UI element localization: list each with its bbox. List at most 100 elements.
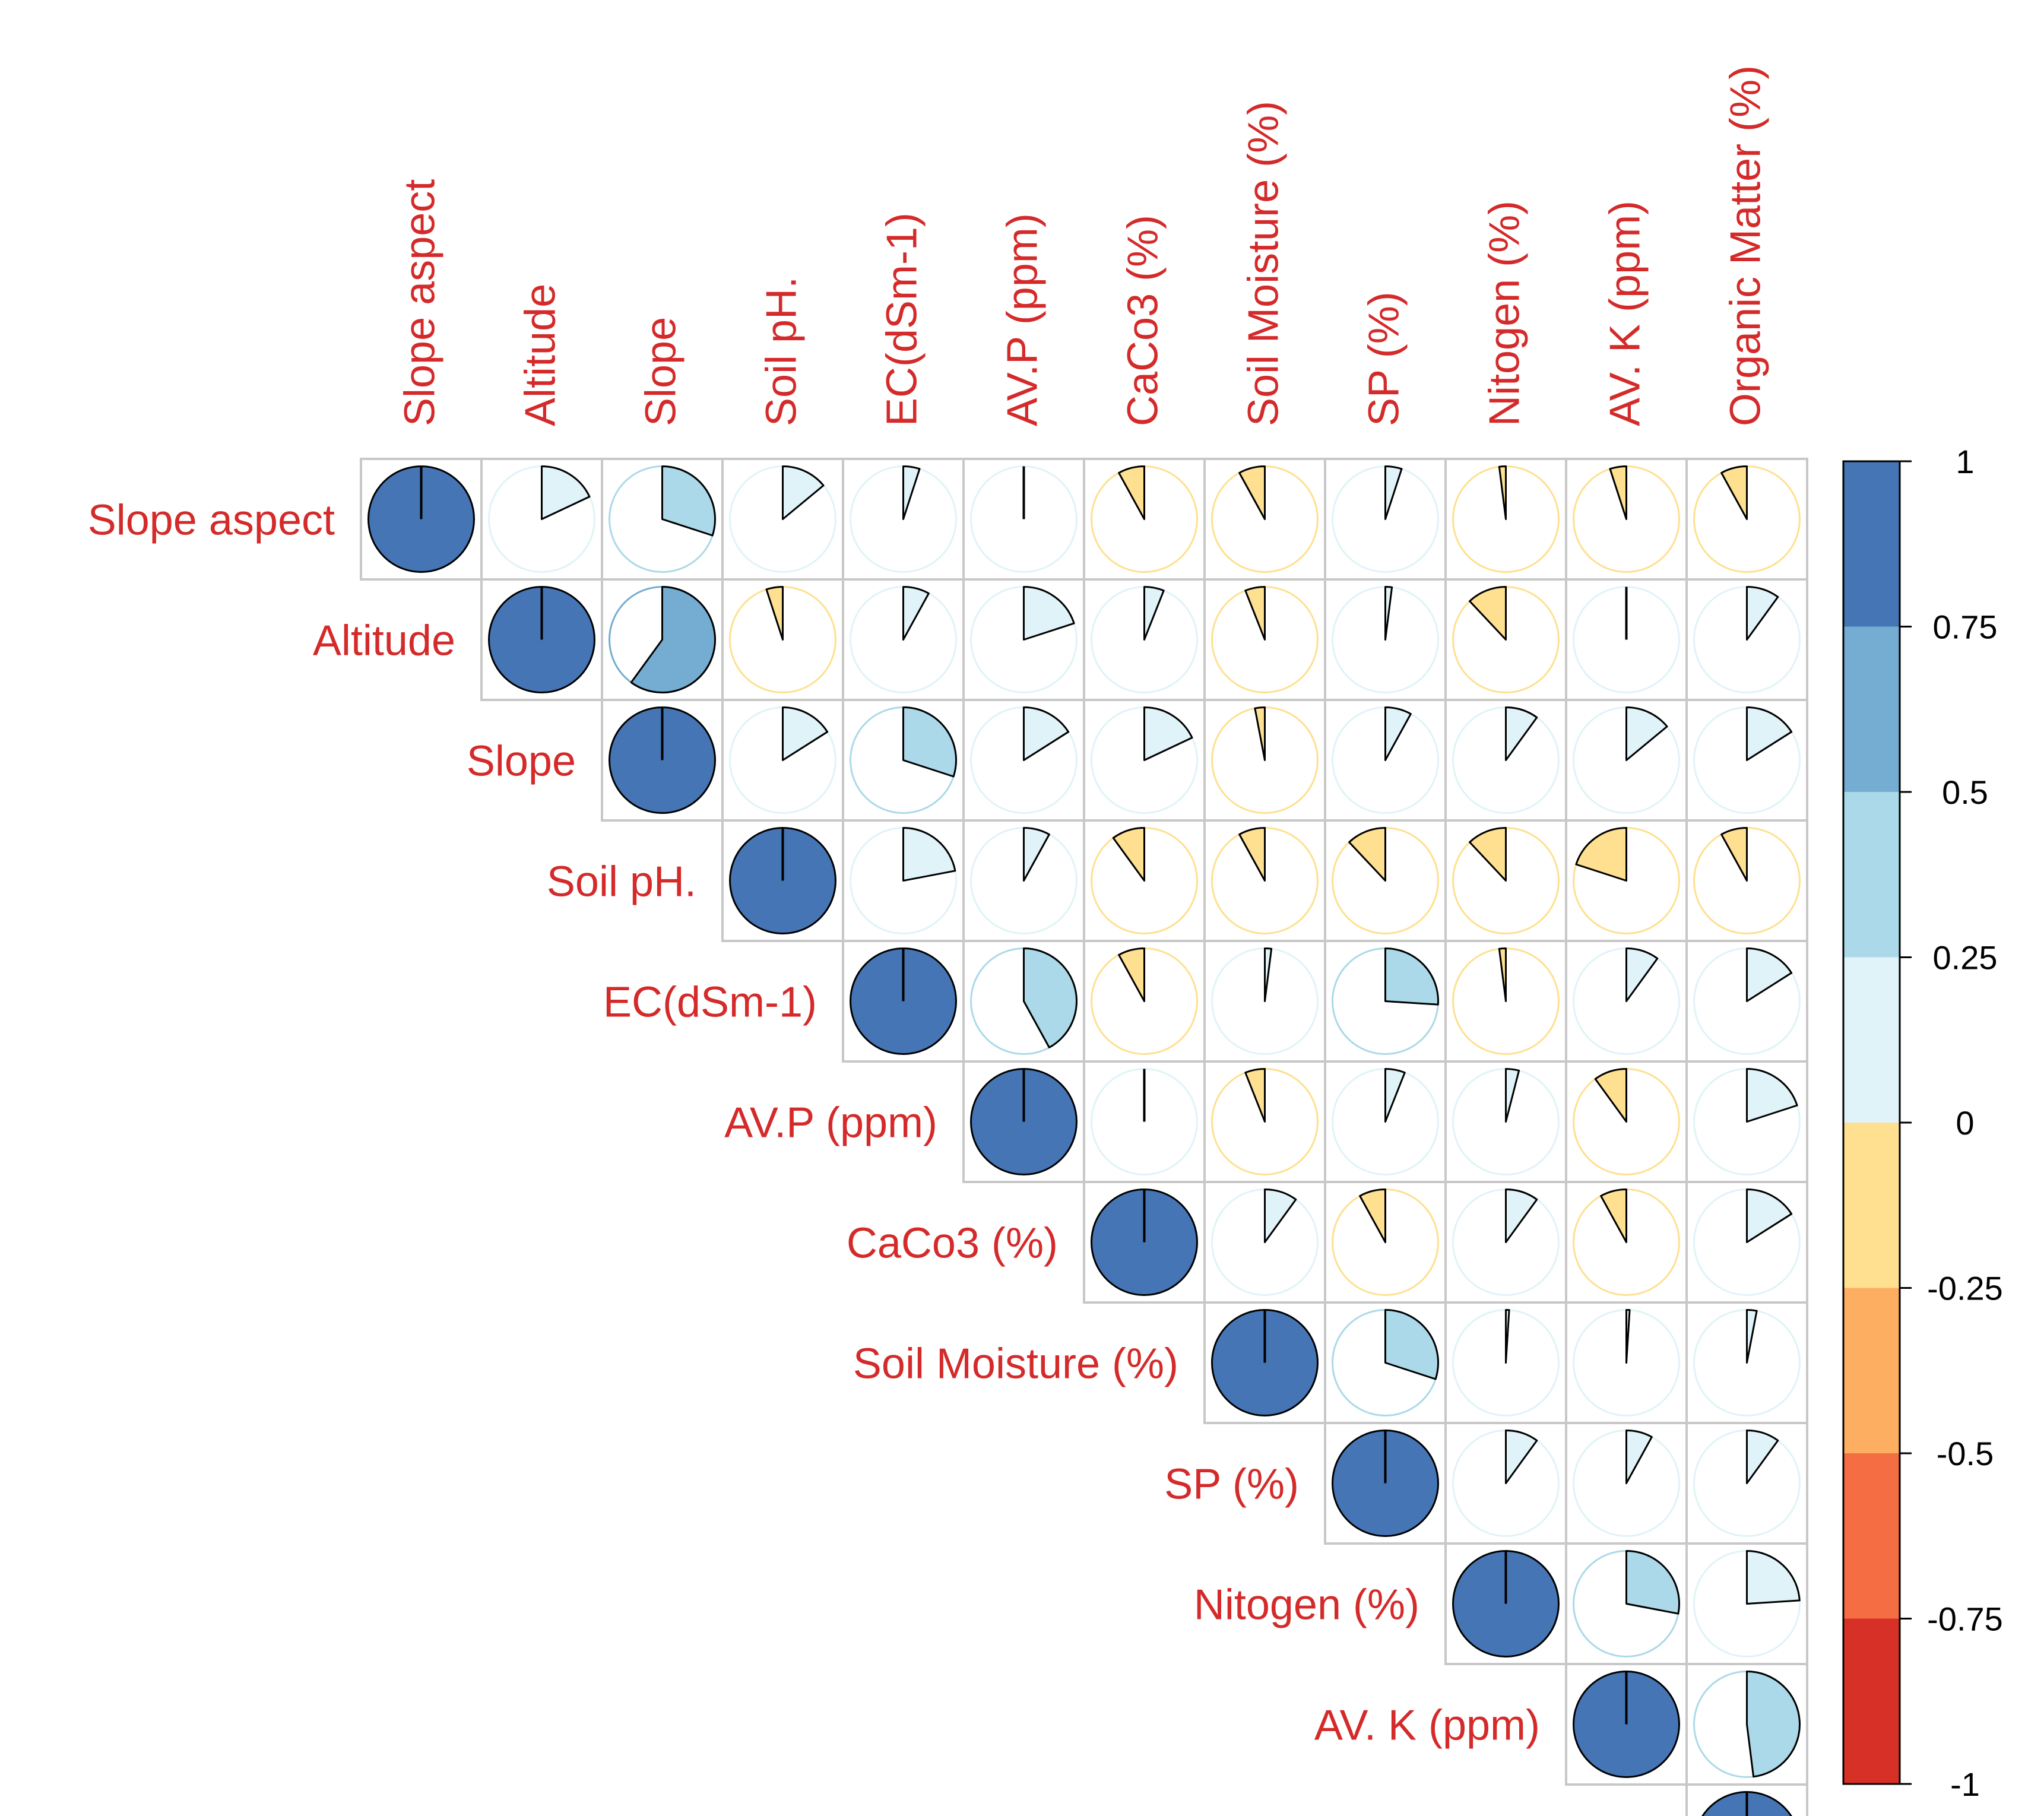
colorbar-tick-label: 1 (1956, 443, 1974, 480)
pie-2-2 (609, 706, 716, 814)
pie-0-10 (1573, 465, 1680, 573)
pie-10-10 (1573, 1671, 1680, 1778)
col-label-organic-matter: Organic Matter (%) (1722, 65, 1770, 426)
pie-0-11 (1693, 465, 1801, 573)
colorbar-segment (1843, 626, 1900, 793)
pie-marks (367, 465, 1801, 1816)
pie-5-9 (1452, 1068, 1560, 1175)
pie-2-9 (1452, 706, 1560, 814)
col-label-av-k-ppm: AV. K (ppm) (1602, 201, 1649, 426)
pie-11-11 (1701, 1791, 1792, 1816)
pie-9-11 (1693, 1550, 1801, 1657)
pie-0-9 (1452, 465, 1560, 573)
pie-1-7 (1211, 586, 1319, 693)
pie-9-10 (1573, 1550, 1680, 1657)
col-label-ec-dsm-1: EC(dSm-1) (879, 213, 926, 426)
pie-1-5 (970, 586, 1078, 693)
row-label-slope: Slope (467, 738, 576, 785)
colorbar-segment (1843, 792, 1900, 958)
pie-0-3 (729, 465, 836, 573)
pie-0-0 (367, 465, 475, 573)
pie-6-7 (1211, 1189, 1319, 1296)
pie-0-6 (1091, 465, 1198, 573)
row-label-slope-aspect: Slope aspect (88, 497, 335, 544)
pie-1-9 (1452, 586, 1560, 693)
pie-6-11 (1693, 1189, 1801, 1296)
col-label-sp: SP (%) (1361, 291, 1408, 426)
colorbar-tick-label: -0.25 (1927, 1270, 2003, 1307)
pie-1-3 (729, 586, 836, 693)
row-label-av-p-ppm: AV.P (ppm) (724, 1099, 937, 1147)
colorbar-segment (1843, 1288, 1900, 1454)
pie-2-8 (1332, 706, 1439, 814)
pie-3-4 (850, 827, 957, 934)
col-label-altitude: Altitude (517, 284, 565, 426)
pie-4-4 (850, 947, 957, 1055)
pie-8-8 (1332, 1430, 1439, 1537)
colorbar-tick-label: 0.25 (1933, 939, 1998, 977)
pie-5-5 (970, 1068, 1078, 1175)
pie-2-11 (1693, 706, 1801, 814)
pie-8-11 (1693, 1430, 1801, 1537)
row-labels: Slope aspect Altitude Slope Soil pH. EC(dSm-… (88, 497, 1540, 1750)
pie-1-4 (850, 586, 957, 693)
pie-1-2 (609, 586, 717, 693)
pie-3-8 (1332, 827, 1439, 934)
column-labels: Slope aspect Altitude Slope Soil pH. EC(dSm-… (397, 65, 1770, 426)
col-label-av-p-ppm: AV.P (ppm) (999, 213, 1047, 426)
row-label-av-k-ppm: AV. K (ppm) (1314, 1702, 1540, 1750)
colorbar-tick-label: -0.5 (1937, 1435, 1994, 1472)
colorbar-tick-label: 0.75 (1933, 608, 1998, 646)
pie-2-7 (1211, 706, 1319, 814)
col-label-caco3: CaCo3 (%) (1120, 215, 1167, 426)
pie-3-6 (1091, 827, 1198, 934)
pie-3-5 (970, 827, 1078, 934)
pie-0-1 (488, 465, 595, 573)
col-label-soil-ph: Soil pH. (758, 277, 806, 426)
colorbar-segment (1843, 957, 1900, 1123)
pie-0-5 (970, 465, 1078, 573)
pie-3-3 (729, 827, 836, 934)
pie-0-2 (609, 465, 716, 573)
pie-1-6 (1091, 586, 1198, 693)
pie-7-11 (1693, 1309, 1801, 1416)
pie-3-10 (1573, 827, 1680, 934)
pie-6-10 (1573, 1189, 1680, 1296)
pie-7-7 (1211, 1309, 1319, 1416)
pie-6-9 (1452, 1189, 1560, 1296)
pie-4-10 (1573, 947, 1680, 1055)
pie-1-10 (1573, 586, 1680, 693)
pie-4-7 (1211, 947, 1319, 1055)
pie-7-8 (1332, 1309, 1439, 1416)
pie-5-7 (1211, 1068, 1319, 1175)
colorbar-segment (1843, 461, 1900, 627)
colorbar-segment (1843, 1618, 1900, 1785)
pie-4-8 (1332, 947, 1439, 1055)
pie-4-6 (1091, 947, 1198, 1055)
pie-7-9 (1452, 1309, 1560, 1416)
pie-10-11 (1693, 1671, 1801, 1778)
pie-7-10 (1573, 1309, 1680, 1416)
row-label-ec-dsm-1: EC(dSm-1) (603, 979, 817, 1026)
pie-2-3 (729, 706, 836, 814)
col-label-slope: Slope (638, 317, 685, 426)
pie-2-5 (970, 706, 1078, 814)
pie-4-5 (970, 947, 1078, 1055)
pie-2-6 (1091, 706, 1198, 814)
colorbar-segment (1843, 1453, 1900, 1619)
pie-6-6 (1091, 1189, 1198, 1296)
colorbar-tick-label: -1 (1950, 1766, 1980, 1803)
colorbar-segment (1843, 1123, 1900, 1288)
pie-4-9 (1452, 947, 1560, 1055)
row-label-nitogen: Nitogen (%) (1194, 1582, 1419, 1629)
row-label-soil-moisture: Soil Moisture (%) (853, 1340, 1178, 1388)
col-label-nitogen: Nitogen (%) (1481, 201, 1529, 426)
row-label-caco3: CaCo3 (%) (847, 1220, 1058, 1267)
pie-8-9 (1452, 1430, 1560, 1537)
pie-0-8 (1332, 465, 1439, 573)
colorbar-tick-label: -0.75 (1927, 1601, 2003, 1638)
pie-9-9 (1452, 1550, 1560, 1657)
col-label-soil-moisture: Soil Moisture (%) (1240, 101, 1288, 426)
pie-2-10 (1573, 706, 1680, 814)
